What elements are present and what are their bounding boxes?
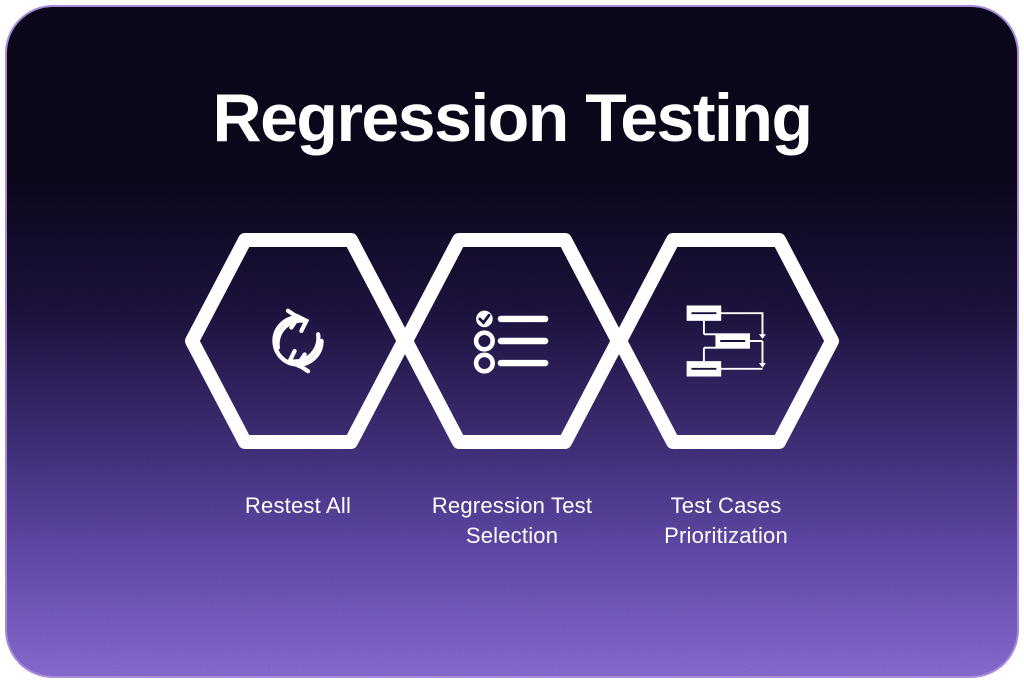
hexagon-row xyxy=(182,225,842,457)
page-title: Regression Testing xyxy=(213,79,812,157)
checklist-icon xyxy=(457,286,567,396)
refresh-icon xyxy=(243,286,353,396)
hexagon-label-1: Restest All xyxy=(182,491,414,550)
content-area: Regression Testing xyxy=(7,7,1017,676)
hexagon-label-2: Regression Test Selection xyxy=(396,491,628,550)
hexagon-label-3: Test Cases Prioritization xyxy=(610,491,842,550)
infographic-card: Regression Testing xyxy=(5,5,1019,678)
flowchart-icon xyxy=(671,286,781,396)
hexagon-item-3 xyxy=(610,225,842,457)
hexagon-item-2 xyxy=(396,225,628,457)
labels-row: Restest All Regression Test Selection Te… xyxy=(7,491,1017,550)
hexagon-item-1 xyxy=(182,225,414,457)
